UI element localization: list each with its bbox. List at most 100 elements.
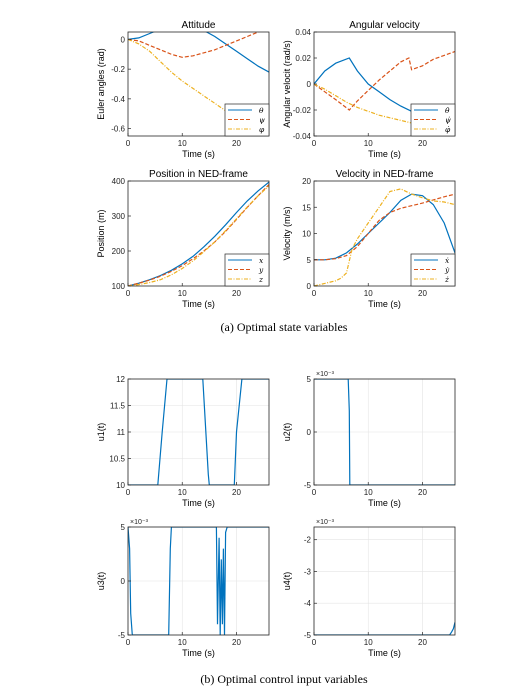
chart-u4: 0 10 20 -2 -3 -4 -5 ×10⁻³ Time (s) u4(t): [282, 519, 456, 658]
x-tick-label: 0: [312, 488, 317, 497]
x-tick-label: 20: [418, 289, 427, 298]
y-tick-label: 100: [112, 282, 126, 291]
series-line-velocity-0: [314, 193, 455, 261]
x-tick-label: 0: [126, 638, 131, 647]
y-tick-label: 20: [302, 177, 311, 186]
y-tick-label: 11.5: [110, 402, 126, 411]
axis-exponent: ×10⁻³: [130, 519, 149, 526]
series-line-position-1: [128, 184, 269, 286]
x-tick-label: 20: [232, 638, 241, 647]
x-axis-label: Time (s): [368, 648, 401, 658]
y-tick-label: 10: [302, 230, 311, 239]
axis-exponent: ×10⁻³: [316, 519, 335, 526]
y-tick-label: -5: [118, 631, 126, 640]
series-line-position-2: [128, 185, 269, 286]
x-tick-label: 20: [232, 289, 241, 298]
x-tick-label: 10: [178, 289, 187, 298]
x-tick-label: 20: [418, 139, 427, 148]
y-tick-label: 10.5: [109, 455, 125, 464]
x-tick-label: 10: [178, 139, 187, 148]
y-axis-label: Position (m): [96, 209, 106, 257]
legend: θ̇ψ̇φ̇: [410, 103, 456, 137]
y-tick-label: 300: [112, 212, 126, 221]
legend-entry: y: [258, 266, 264, 275]
x-tick-label: 10: [178, 638, 187, 647]
y-tick-label: 0: [307, 282, 312, 291]
y-tick-label: 0.04: [295, 28, 311, 37]
x-tick-label: 0: [126, 139, 131, 148]
x-axis-label: Time (s): [182, 498, 215, 508]
y-tick-label: 0: [121, 35, 126, 44]
x-tick-label: 0: [312, 289, 317, 298]
series-line-u4-0: [314, 622, 455, 635]
axis-exponent: ×10⁻³: [316, 371, 335, 378]
y-tick-label: 200: [112, 247, 126, 256]
y-tick-label: -0.4: [111, 95, 125, 104]
legend-entry: ψ̇: [445, 116, 451, 125]
legend-entry: z: [258, 275, 263, 284]
legend-entry: ż: [444, 275, 449, 284]
legend-entry: θ: [259, 106, 264, 115]
y-tick-label: -5: [304, 481, 312, 490]
x-tick-label: 20: [418, 638, 427, 647]
y-tick-label: 0.02: [295, 54, 311, 63]
x-tick-label: 10: [364, 139, 373, 148]
x-tick-label: 0: [312, 638, 317, 647]
y-axis-label: u1(t): [96, 423, 106, 442]
x-axis-label: Time (s): [182, 149, 215, 159]
y-tick-label: -0.02: [293, 106, 312, 115]
x-tick-label: 10: [364, 488, 373, 497]
axes-box: [127, 180, 270, 287]
x-tick-label: 20: [418, 488, 427, 497]
series-line-attitude-1: [128, 32, 260, 58]
x-tick-label: 10: [178, 488, 187, 497]
legend-entry: ψ: [259, 116, 265, 125]
x-tick-label: 0: [312, 139, 317, 148]
chart-angvel: 0 10 20 0.04 0.02 0 -0.02 -0.04 Angular velocity…: [282, 20, 456, 159]
x-tick-label: 10: [364, 289, 373, 298]
legend: xyz: [224, 253, 270, 287]
chart-position: 0 10 20 400 300 200 100 Position in NED-frame Ti…: [96, 169, 270, 309]
series-line-u3-0: [128, 527, 269, 635]
x-tick-label: 0: [126, 289, 131, 298]
chart-title: Angular velocity: [349, 20, 420, 31]
legend-entry: φ: [259, 125, 265, 134]
y-tick-label: -5: [304, 631, 312, 640]
legend-entry: ẏ: [444, 266, 450, 275]
y-tick-label: -0.6: [111, 125, 125, 134]
axes-box: [313, 526, 456, 636]
legend: ẋẏż: [410, 253, 456, 287]
y-axis-label: u3(t): [96, 572, 106, 591]
y-tick-label: 0: [307, 428, 312, 437]
y-axis-label: u2(t): [282, 423, 292, 442]
y-tick-label: 5: [307, 256, 312, 265]
chart-velocity: 0 10 20 20 15 10 5 0 Velocity in NED-frame Time (…: [282, 169, 456, 309]
chart-attitude: 0 10 20 0 -0.2 -0.4 -0.6 Attitude Time (s) Euler …: [96, 20, 270, 159]
x-axis-label: Time (s): [368, 498, 401, 508]
y-axis-label: Euler angles (rad): [96, 48, 106, 120]
legend: θψφ: [224, 103, 270, 137]
y-axis-label: Velocity (m/s): [282, 206, 292, 260]
legend-entry: x: [259, 256, 264, 265]
x-tick-label: 20: [232, 139, 241, 148]
x-axis-label: Time (s): [368, 149, 401, 159]
legend-entry: φ̇: [445, 125, 451, 134]
y-axis-label: Angular velocit (rad/s): [282, 40, 292, 128]
series-line-attitude-0: [128, 32, 269, 73]
y-tick-label: -0.2: [111, 65, 125, 74]
y-tick-label: 11: [117, 428, 126, 437]
x-axis-label: Time (s): [182, 299, 215, 309]
x-tick-label: 10: [364, 638, 373, 647]
series-line-velocity-2: [314, 188, 455, 286]
chart-title: Position in NED-frame: [149, 169, 248, 180]
y-tick-label: -3: [304, 567, 312, 576]
y-tick-label: -0.04: [293, 132, 312, 141]
caption-b: (b) Optimal control input variables: [200, 672, 368, 686]
y-tick-label: 5: [121, 523, 126, 532]
chart-title: Velocity in NED-frame: [336, 169, 434, 180]
